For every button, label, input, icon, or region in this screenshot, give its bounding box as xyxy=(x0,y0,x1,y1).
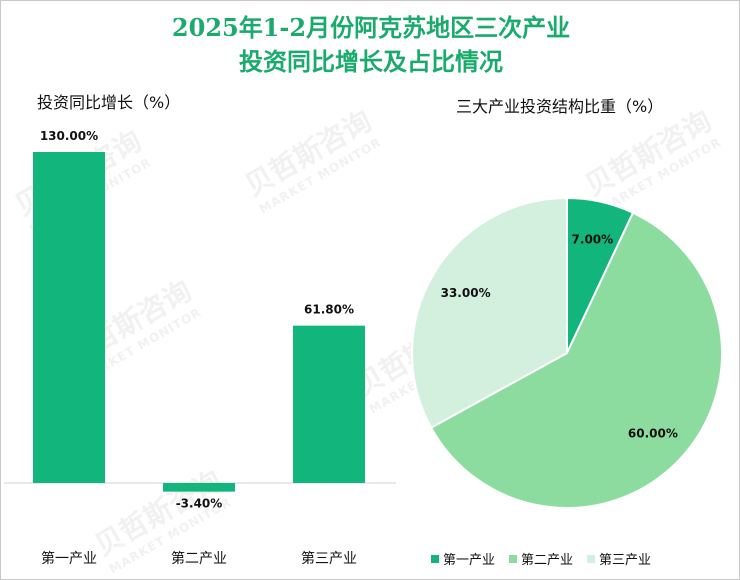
pie-slice xyxy=(429,211,723,509)
legend-label: 第二产业 xyxy=(521,553,574,568)
x-tick-label: 第二产业 xyxy=(171,550,227,567)
chart-title-line1: 2025年1-2月份阿克苏地区三次产业 xyxy=(171,13,571,42)
bar-chart-title: 投资同比增长（%） xyxy=(37,93,181,112)
legend-swatch-1 xyxy=(431,554,439,563)
x-tick-label: 第一产业 xyxy=(41,550,97,567)
pie-value-label: 60.00% xyxy=(628,427,678,441)
pie-legend: 第一产业 第二产业 第三产业 xyxy=(431,549,651,568)
pie-slice xyxy=(411,196,568,430)
legend-item: 第一产业 xyxy=(431,549,495,568)
legend-item: 第三产业 xyxy=(587,549,651,568)
legend-label: 第三产业 xyxy=(599,553,652,568)
chart-title: 2025年1-2月份阿克苏地区三次产业 投资同比增长及占比情况 xyxy=(1,11,739,79)
pie-chart-title: 三大产业投资结构比重（%） xyxy=(456,97,664,116)
bar xyxy=(33,152,105,483)
x-tick-label: 第三产业 xyxy=(301,550,357,567)
bar xyxy=(293,325,365,483)
pie-value-label: 7.00% xyxy=(572,233,614,247)
bar-value-label: 130.00% xyxy=(40,129,98,143)
legend-label: 第一产业 xyxy=(443,553,496,568)
bar-value-label: 61.80% xyxy=(304,303,354,317)
legend-item: 第二产业 xyxy=(509,549,573,568)
bar-value-label: -3.40% xyxy=(176,497,223,511)
legend-swatch-2 xyxy=(509,554,518,563)
pie-value-label: 33.00% xyxy=(441,286,491,300)
chart-title-line2: 投资同比增长及占比情况 xyxy=(239,47,503,76)
legend-swatch-3 xyxy=(587,554,596,563)
bar xyxy=(163,483,235,492)
